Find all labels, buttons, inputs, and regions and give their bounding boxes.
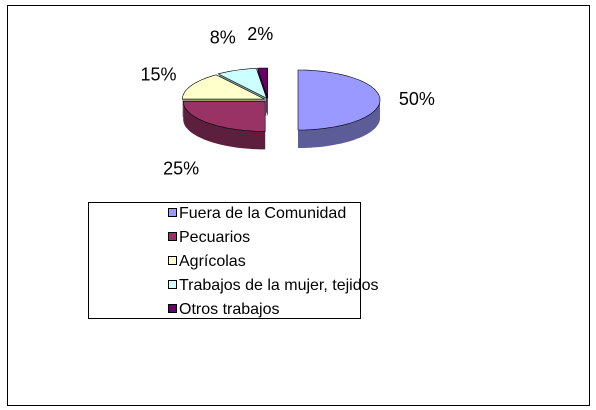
legend-label: Trabajos de la mujer, tejidos <box>179 277 379 294</box>
legend-swatch <box>168 232 177 241</box>
legend-swatch <box>168 304 177 313</box>
legend-label: Agrícolas <box>179 253 246 270</box>
legend-label: Pecuarios <box>179 229 250 246</box>
legend-swatch <box>168 280 177 289</box>
slice <box>182 74 265 100</box>
slice <box>257 67 269 99</box>
slice <box>217 68 268 99</box>
legend-label: Otros trabajos <box>179 301 279 318</box>
slice <box>182 101 266 132</box>
legend-swatch <box>168 208 177 217</box>
legend-label: Fuera de la Comunidad <box>179 205 346 222</box>
data-label: 2% <box>247 24 273 44</box>
data-label: 15% <box>140 65 176 85</box>
legend-swatch <box>168 256 177 265</box>
slice <box>297 69 381 131</box>
legend-box <box>88 202 361 319</box>
data-label: 8% <box>210 27 236 47</box>
data-label: 50% <box>399 89 435 109</box>
data-label: 25% <box>163 158 199 178</box>
